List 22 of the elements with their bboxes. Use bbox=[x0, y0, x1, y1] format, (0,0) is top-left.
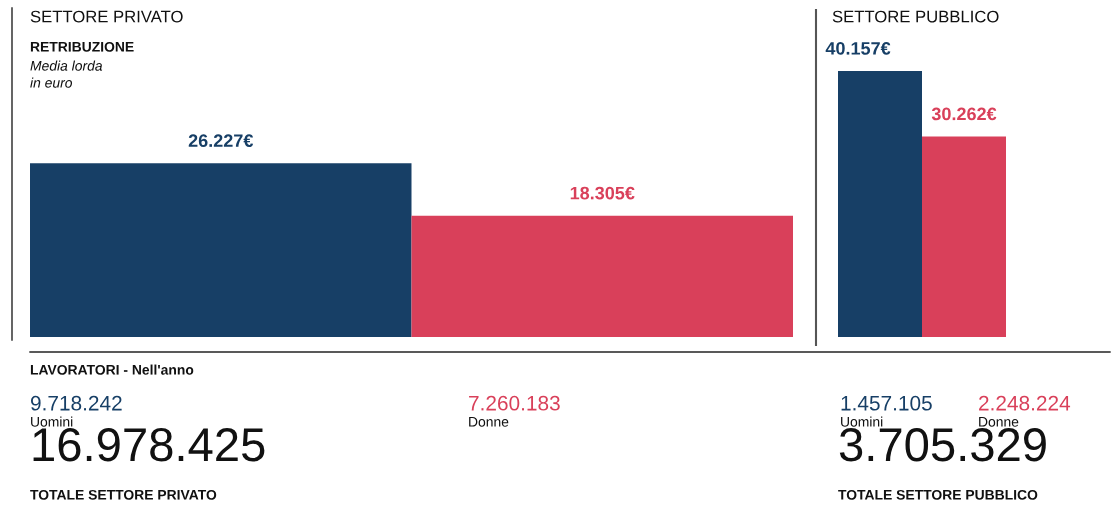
data-label: 40.157€ bbox=[825, 41, 891, 55]
text: Uomini bbox=[841, 416, 883, 427]
text: TOTALE SETTORE PRIVATO bbox=[30, 489, 217, 500]
data-label: 30.262€ bbox=[931, 107, 997, 121]
text: 9.718.242 bbox=[30, 395, 122, 411]
chart-title: SETTORE PRIVATO bbox=[30, 10, 183, 23]
text: Donne bbox=[469, 417, 509, 427]
text: 1.457.105 bbox=[841, 395, 932, 411]
text: Donne bbox=[979, 417, 1019, 427]
text: TOTALE SETTORE PUBBLICO bbox=[838, 489, 1038, 500]
text: 3.705.329 bbox=[839, 428, 1046, 462]
text: 16.978.425 bbox=[33, 428, 265, 462]
text: 2.248.224 bbox=[979, 395, 1071, 411]
data-label: 18.305€ bbox=[570, 186, 635, 200]
data-label: 26.227€ bbox=[188, 134, 254, 148]
text: RETRIBUZIONE bbox=[30, 41, 134, 52]
text: LAVORATORI - Nell'anno bbox=[30, 364, 194, 375]
text: 7.260.183 bbox=[469, 395, 560, 411]
text: Uomini bbox=[31, 416, 73, 427]
chart-title: SETTORE PUBBLICO bbox=[832, 10, 999, 23]
text: Media lorda bbox=[30, 60, 103, 71]
text: in euro bbox=[30, 77, 73, 88]
